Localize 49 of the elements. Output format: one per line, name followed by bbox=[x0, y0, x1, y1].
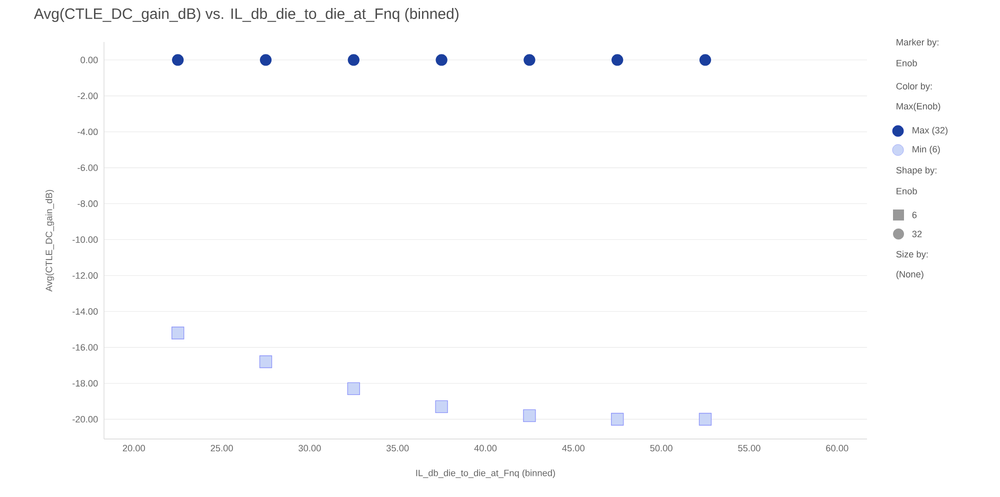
y-tick-label: -10.00 bbox=[72, 236, 98, 243]
text: Shape by: bbox=[896, 166, 936, 176]
text: Enob bbox=[896, 60, 917, 66]
text: (None) bbox=[896, 270, 924, 280]
text: Marker by: bbox=[896, 38, 938, 48]
x-tick-label: 20.00 bbox=[122, 444, 145, 452]
y-tick-label: 0.00 bbox=[80, 56, 98, 64]
text: Color by: bbox=[896, 82, 932, 92]
point bbox=[260, 54, 272, 66]
y-tick-label: -14.00 bbox=[72, 308, 98, 315]
y-tick-label: -8.00 bbox=[78, 200, 98, 207]
point bbox=[611, 412, 624, 426]
x-tick-label: 40.00 bbox=[474, 444, 497, 452]
x-tick-label: 60.00 bbox=[826, 444, 848, 452]
legend-label: Max (32) bbox=[912, 126, 948, 136]
x-tick-label: 55.00 bbox=[738, 444, 760, 452]
y-tick-label: -6.00 bbox=[78, 164, 98, 171]
text: Enob bbox=[896, 188, 917, 194]
point bbox=[523, 409, 536, 422]
point bbox=[699, 54, 712, 66]
text: Max(Enob) bbox=[896, 102, 940, 112]
x-tick-label: 50.00 bbox=[650, 444, 672, 452]
text: 6 bbox=[912, 212, 917, 218]
y-tick-label: -20.00 bbox=[72, 416, 98, 422]
point bbox=[348, 54, 360, 66]
legend-label: Min (6) bbox=[912, 146, 940, 154]
point bbox=[698, 412, 712, 426]
y-tick-label: -4.00 bbox=[78, 128, 98, 136]
point bbox=[435, 400, 448, 414]
chart-title: Avg(CTLE_DC_gain_dB) vs. IL_db_die_to_die_at_Fnq (binned) bbox=[34, 8, 458, 22]
y-tick-label: -18.00 bbox=[72, 380, 98, 387]
x-tick-label: 25.00 bbox=[210, 444, 233, 452]
y-tick-label: -12.00 bbox=[72, 272, 98, 279]
y-tick-label: -2.00 bbox=[78, 92, 98, 100]
point bbox=[172, 326, 184, 340]
text: 32 bbox=[912, 230, 922, 238]
x-tick-label: 30.00 bbox=[298, 444, 321, 452]
point bbox=[612, 54, 624, 66]
text: Size by: bbox=[896, 250, 928, 260]
point bbox=[259, 355, 272, 368]
y-tick-label: -16.00 bbox=[72, 344, 98, 351]
point bbox=[347, 382, 360, 396]
point bbox=[436, 54, 448, 66]
x-tick-label: 35.00 bbox=[386, 444, 409, 452]
y-axis-title: Avg(CTLE_DC_gain_dB) bbox=[45, 190, 54, 292]
point bbox=[172, 54, 184, 66]
x-axis-title: IL_db_die_to_die_at_Fnq (binned) bbox=[416, 469, 555, 478]
point bbox=[524, 54, 536, 66]
x-tick-label: 45.00 bbox=[562, 444, 585, 452]
